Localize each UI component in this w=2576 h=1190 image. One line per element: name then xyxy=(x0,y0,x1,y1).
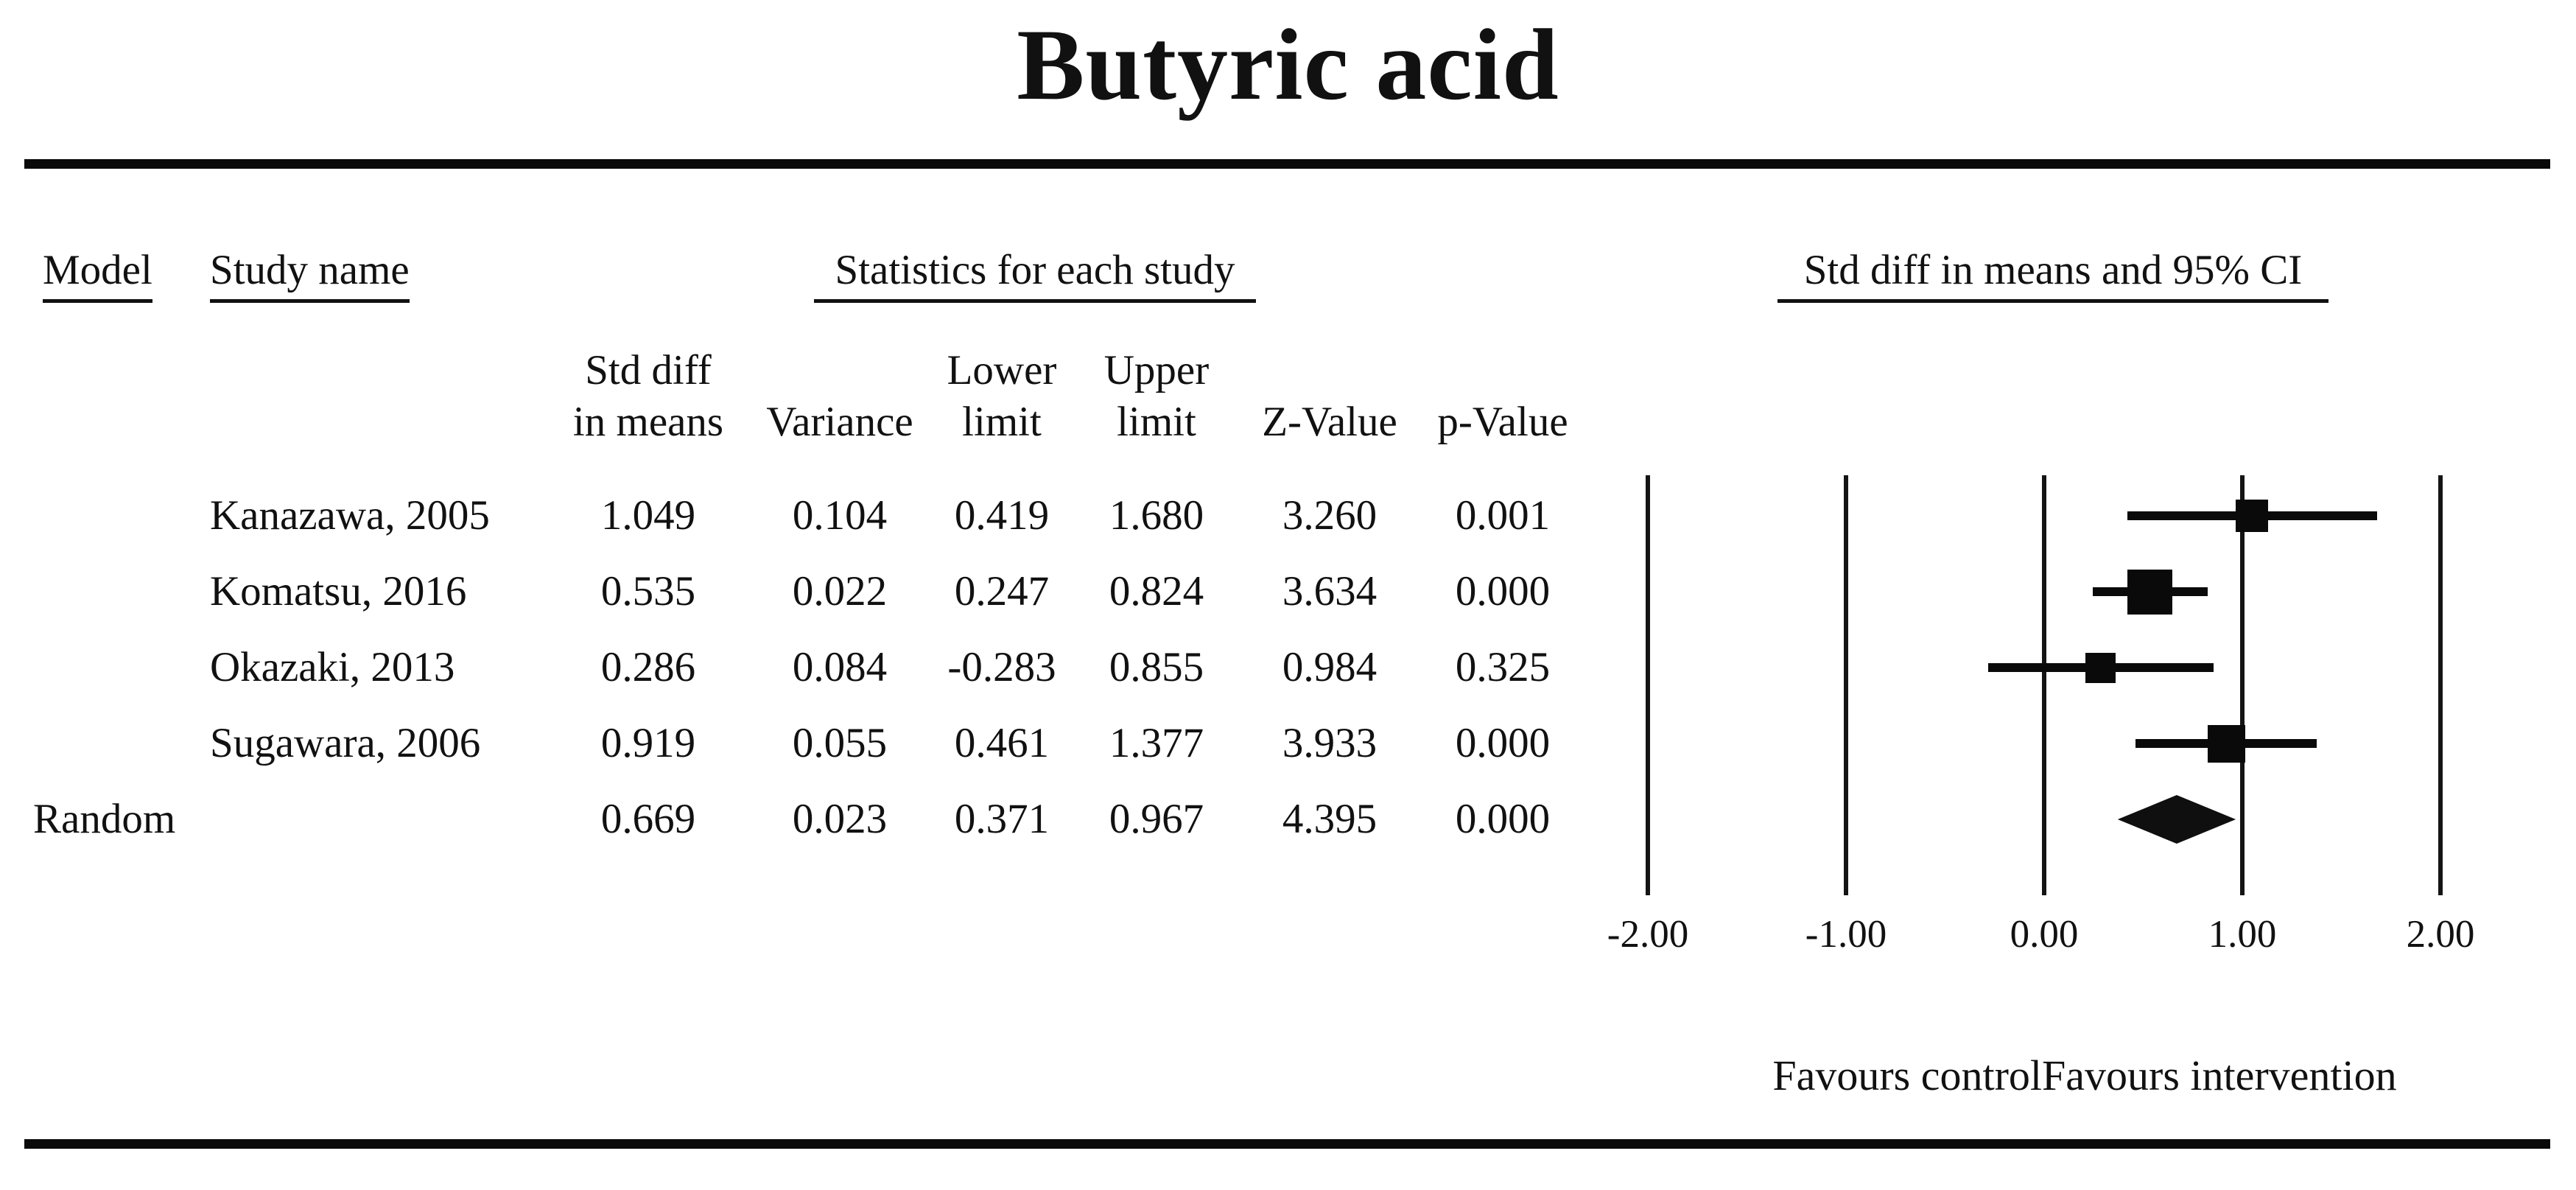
gridline--2.00 xyxy=(1646,475,1650,895)
column-header-study-name: Study name xyxy=(210,248,410,303)
z-cell: 3.933 xyxy=(1282,720,1378,766)
p-cell: 0.001 xyxy=(1455,492,1551,539)
p-cell: 0.000 xyxy=(1455,568,1551,615)
gridline--1.00 xyxy=(1844,475,1848,895)
column-group-ci-plot: Std diff in means and 95% CI xyxy=(1777,248,2328,303)
study-name-cell: Komatsu, 2016 xyxy=(210,568,467,615)
effect-square xyxy=(2236,500,2269,532)
z-cell: 4.395 xyxy=(1282,796,1378,842)
subheader-std_diff: Std diff in means xyxy=(538,345,759,448)
p-cell: 0.000 xyxy=(1455,720,1551,766)
subheader-p-line1 xyxy=(1392,345,1613,396)
subheader-upper-line1: Upper xyxy=(1103,347,1210,393)
subheader-variance: Variance xyxy=(729,345,950,448)
subheader-std_diff-line2: in means xyxy=(572,399,724,445)
tick-label-2.00: 2.00 xyxy=(2406,913,2475,956)
effect-square xyxy=(2207,724,2245,763)
variance-cell: 0.055 xyxy=(792,720,888,766)
lower-cell: 0.247 xyxy=(954,568,1050,615)
tick-label--1.00: -1.00 xyxy=(1805,913,1887,956)
lower-cell: -0.283 xyxy=(947,644,1056,690)
pooled-diamond xyxy=(2117,795,2236,844)
subheader-p: p-Value xyxy=(1392,345,1613,448)
upper-cell: 0.855 xyxy=(1109,644,1204,690)
effect-square xyxy=(2127,569,2173,615)
figure-title: Butyric acid xyxy=(1017,8,1559,121)
study-name-cell: Okazaki, 2013 xyxy=(210,644,455,690)
bottom-rule xyxy=(24,1139,2550,1149)
tick-label-0.00: 0.00 xyxy=(2010,913,2079,956)
subheader-upper: Upper limit xyxy=(1046,345,1267,448)
study-name-cell: Sugawara, 2006 xyxy=(210,720,481,766)
subheader-p-line2: p-Value xyxy=(1437,399,1568,445)
z-cell: 3.634 xyxy=(1282,568,1378,615)
gridline-0.00 xyxy=(2042,475,2046,895)
gridline-2.00 xyxy=(2438,475,2443,895)
subheader-std_diff-line1: Std diff xyxy=(585,347,712,393)
upper-cell: 1.377 xyxy=(1109,720,1204,766)
effect-square xyxy=(2085,652,2116,683)
subheader-lower: Lower limit xyxy=(891,345,1112,448)
table-row: Kanazawa, 2005 1.049 0.104 0.419 1.680 3.260 0… xyxy=(0,486,1621,545)
column-group-statistics: Statistics for each study xyxy=(814,248,1256,303)
p-cell: 0.000 xyxy=(1455,796,1551,842)
table-row: Sugawara, 2006 0.919 0.055 0.461 1.377 3.933 0… xyxy=(0,714,1621,773)
variance-cell: 0.023 xyxy=(792,796,888,842)
model-cell: Random xyxy=(33,796,176,842)
column-header-model: Model xyxy=(43,248,152,303)
std_diff-cell: 0.919 xyxy=(600,720,696,766)
subheader-z-line2: Z-Value xyxy=(1262,399,1397,445)
subheader-lower-line2: limit xyxy=(962,399,1042,445)
std_diff-cell: 0.669 xyxy=(600,796,696,842)
top-rule xyxy=(24,159,2550,169)
p-cell: 0.325 xyxy=(1455,644,1551,690)
tick-label-1.00: 1.00 xyxy=(2208,913,2277,956)
std_diff-cell: 0.286 xyxy=(600,644,696,690)
table-row: Okazaki, 2013 0.286 0.084 -0.283 0.855 0.984 0… xyxy=(0,638,1621,697)
study-name-cell: Kanazawa, 2005 xyxy=(210,492,490,539)
variance-cell: 0.084 xyxy=(792,644,888,690)
std_diff-cell: 0.535 xyxy=(600,568,696,615)
subheader-lower-line1: Lower xyxy=(947,347,1057,393)
subheader-upper-line2: limit xyxy=(1117,399,1196,445)
lower-cell: 0.419 xyxy=(954,492,1050,539)
table-row-summary: Random 0.669 0.023 0.371 0.967 4.395 0.000 xyxy=(0,790,1621,849)
subheader-z: Z-Value xyxy=(1219,345,1440,448)
upper-cell: 1.680 xyxy=(1109,492,1204,539)
std_diff-cell: 1.049 xyxy=(600,492,696,539)
upper-cell: 0.824 xyxy=(1109,568,1204,615)
z-cell: 3.260 xyxy=(1282,492,1378,539)
lower-cell: 0.461 xyxy=(954,720,1050,766)
variance-cell: 0.104 xyxy=(792,492,888,539)
gridline-1.00 xyxy=(2240,475,2245,895)
tick-label--2.00: -2.00 xyxy=(1607,913,1689,956)
lower-cell: 0.371 xyxy=(954,796,1050,842)
variance-cell: 0.022 xyxy=(792,568,888,615)
table-row: Komatsu, 2016 0.535 0.022 0.247 0.824 3.634 0.… xyxy=(0,562,1621,621)
subheader-variance-line2: Variance xyxy=(766,399,913,445)
upper-cell: 0.967 xyxy=(1109,796,1204,842)
z-cell: 0.984 xyxy=(1282,644,1378,690)
favours-control-label: Favours control xyxy=(1772,1051,2042,1099)
favours-intervention-label: Favours intervention xyxy=(2042,1051,2397,1099)
